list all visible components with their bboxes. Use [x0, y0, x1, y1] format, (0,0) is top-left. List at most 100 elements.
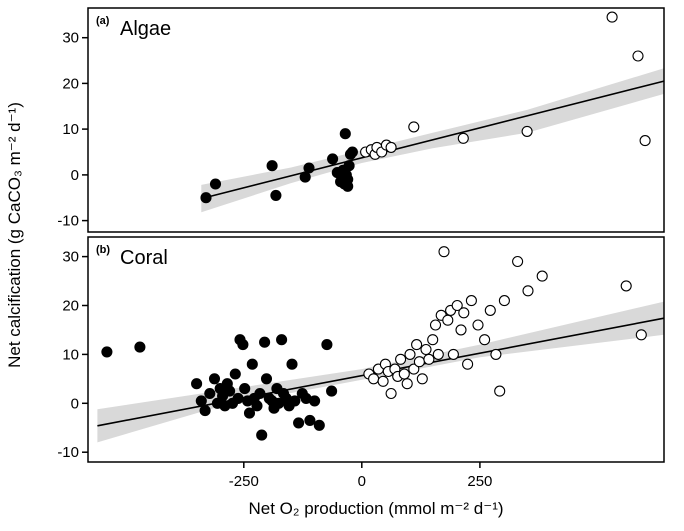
filled-circles-point	[191, 378, 203, 390]
open-circles-point	[536, 270, 548, 282]
filled-circles-point	[259, 336, 271, 348]
open-circles-point	[423, 353, 435, 365]
x-axis-tick-label: 250	[467, 473, 492, 490]
filled-circles-point	[293, 417, 305, 429]
open-circles-point	[429, 319, 442, 331]
filled-circles-point	[309, 395, 321, 407]
filled-circles-point	[270, 189, 282, 201]
open-circles-point	[377, 375, 389, 387]
filled-circles-point	[276, 334, 288, 346]
open-circles-point	[385, 387, 397, 400]
regression-line	[201, 80, 665, 200]
panel-a: -10 0 10 20 30	[57, 7, 665, 233]
y-axis-tick-label: 10	[62, 346, 79, 363]
filled-circles-point	[134, 341, 146, 353]
open-circles-point	[639, 135, 651, 147]
open-circles-point	[458, 307, 470, 319]
panel-b-title: Coral	[120, 247, 168, 269]
filled-circles-point	[208, 373, 221, 385]
open-circles-point	[632, 50, 644, 62]
filled-circles-point	[343, 160, 355, 172]
filled-circles-point	[313, 419, 325, 431]
filled-circles-point	[286, 358, 298, 370]
filled-circles-point	[237, 339, 249, 351]
open-circles-point	[451, 299, 463, 312]
open-circles-point	[465, 295, 477, 307]
filled-circles-point	[243, 407, 256, 419]
open-circles-point	[447, 348, 459, 360]
open-circles-point	[620, 280, 632, 292]
filled-circles-point	[304, 414, 316, 426]
filled-circles-point	[199, 405, 211, 417]
x-axis-title: Net O₂ production (mmol m⁻² d⁻¹)	[248, 499, 503, 518]
panel-a-title: Algae	[120, 18, 171, 40]
open-circles-point	[420, 343, 432, 356]
filled-circles-point	[254, 387, 266, 400]
open-circles-point	[472, 319, 484, 331]
panel-border	[87, 236, 665, 463]
filled-circles-point	[303, 162, 315, 174]
filled-circles-point	[326, 385, 338, 397]
open-circles-point	[401, 378, 413, 390]
open-circles-point	[404, 348, 416, 360]
open-circles-point	[413, 356, 425, 368]
open-circles-point	[368, 373, 380, 385]
panel-b-tag: (b)	[96, 244, 110, 256]
filled-circles-point	[289, 395, 301, 407]
y-axis-tick-label: -10	[57, 213, 79, 230]
filled-circles-point	[195, 395, 207, 407]
filled-circles-point	[204, 387, 216, 400]
open-circles-point	[479, 334, 491, 346]
open-circles-point	[416, 373, 428, 385]
open-circles-point	[395, 353, 407, 365]
open-circles-point	[462, 358, 474, 370]
open-circles-point	[385, 141, 397, 153]
open-circles-point	[438, 246, 450, 258]
open-circles-point	[498, 295, 510, 307]
filled-circles-point	[260, 373, 273, 385]
filled-circles-point	[209, 178, 222, 190]
y-axis-tick-label: 30	[62, 249, 79, 266]
open-circles-point	[457, 132, 469, 144]
open-circles-point	[606, 11, 618, 23]
open-circles-point	[411, 339, 423, 351]
filled-circles-point	[224, 385, 236, 397]
filled-circles-point	[256, 429, 268, 441]
open-circles-point	[494, 385, 506, 397]
open-circles-point	[408, 363, 420, 375]
y-axis-tick-label: 20	[62, 75, 79, 92]
open-circles-point	[427, 334, 439, 346]
filled-circles-point	[321, 339, 333, 351]
y-axis-tick-label: 0	[71, 167, 79, 184]
filled-circles-point	[346, 146, 358, 158]
filled-circles-point	[232, 392, 244, 404]
y-axis-title: Net calcification (g CaCO₃ m⁻² d⁻¹)	[5, 102, 24, 368]
open-circles-point	[512, 255, 524, 268]
filled-circles-point	[327, 153, 339, 165]
open-circles-point	[408, 121, 420, 133]
filled-circles-point	[339, 128, 351, 140]
y-axis-tick-label: -10	[57, 444, 79, 461]
filled-circles-point	[239, 383, 251, 395]
filled-circles-point	[342, 180, 354, 192]
filled-circles-point	[299, 171, 311, 183]
y-axis-tick-label: 20	[62, 298, 79, 315]
open-circles-point	[442, 314, 454, 326]
open-circles-point	[521, 125, 533, 137]
filled-circles-point	[266, 160, 278, 172]
panel-a-tag: (a)	[96, 15, 110, 27]
y-axis-tick-label: 10	[62, 121, 79, 138]
filled-circles-point	[246, 358, 258, 370]
filled-circles-point	[101, 346, 113, 358]
open-circles-point	[522, 285, 534, 297]
open-circles-point	[635, 329, 647, 341]
filled-circles-point	[229, 368, 241, 380]
x-axis-tick-label: -250	[229, 473, 259, 490]
filled-circles-point	[251, 400, 263, 412]
open-circles-point	[484, 304, 496, 316]
panel-b: -10 0 10 20 30 -250 0 250	[57, 236, 665, 490]
open-circles-point	[398, 368, 410, 380]
open-circles-point	[432, 348, 444, 360]
